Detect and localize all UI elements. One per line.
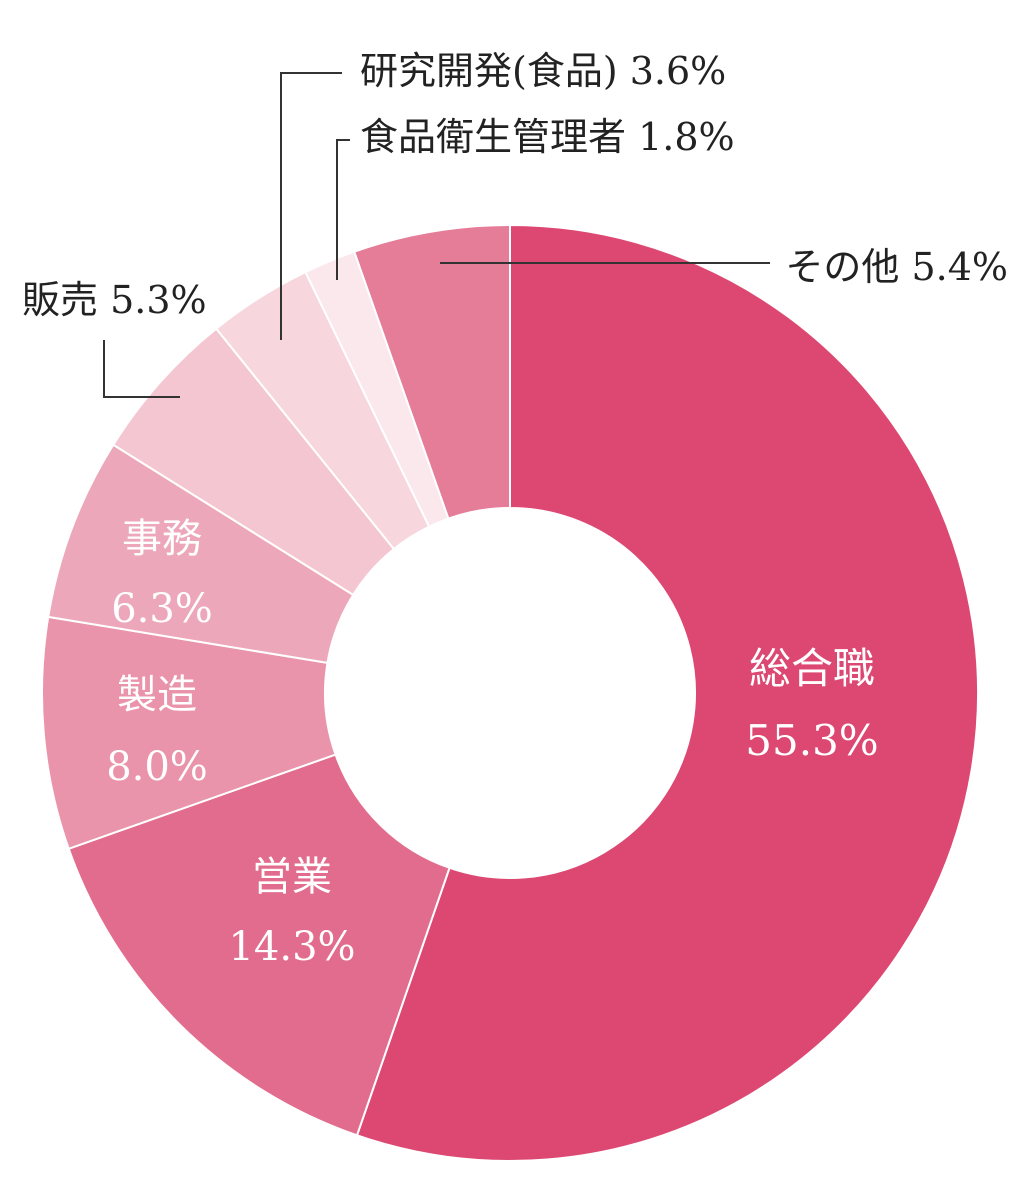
label-eigyo-value: 14.3% [228, 924, 355, 970]
label-hanbai-text: 販売 5.3% [22, 278, 207, 322]
label-sonota-text: その他 5.4% [785, 245, 1008, 289]
label-eisei: 食品衛生管理者 1.8% [336, 115, 735, 280]
label-seizo: 製造 8.0% [106, 672, 208, 790]
slice-7 [352, 223, 511, 520]
label-sogoshoku-value: 55.3% [745, 716, 878, 765]
label-jimu: 事務 6.3% [111, 516, 213, 632]
label-jimu-value: 6.3% [111, 586, 213, 632]
label-eigyo: 営業 14.3% [228, 854, 355, 970]
slice-0 [355, 223, 979, 1162]
label-kenkyu: 研究開発(食品) 3.6% [280, 49, 726, 340]
label-jimu-name: 事務 [122, 516, 202, 562]
slice-2 [41, 615, 337, 851]
label-hanbai: 販売 5.3% [22, 278, 207, 398]
label-sogoshoku: 総合職 55.3% [745, 644, 878, 765]
label-sogoshoku-name: 総合職 [749, 644, 875, 693]
label-seizo-name: 製造 [117, 672, 197, 718]
label-seizo-value: 8.0% [106, 744, 208, 790]
slices [41, 223, 979, 1162]
leader-hanbai [103, 340, 180, 398]
label-eigyo-name: 営業 [252, 854, 332, 900]
leader-kenkyu [280, 72, 342, 340]
label-kenkyu-text: 研究開発(食品) 3.6% [360, 49, 726, 93]
label-eisei-text: 食品衛生管理者 1.8% [360, 115, 735, 159]
slice-1 [67, 753, 451, 1137]
label-sonota: その他 5.4% [440, 245, 1008, 289]
leader-eisei [336, 139, 350, 280]
